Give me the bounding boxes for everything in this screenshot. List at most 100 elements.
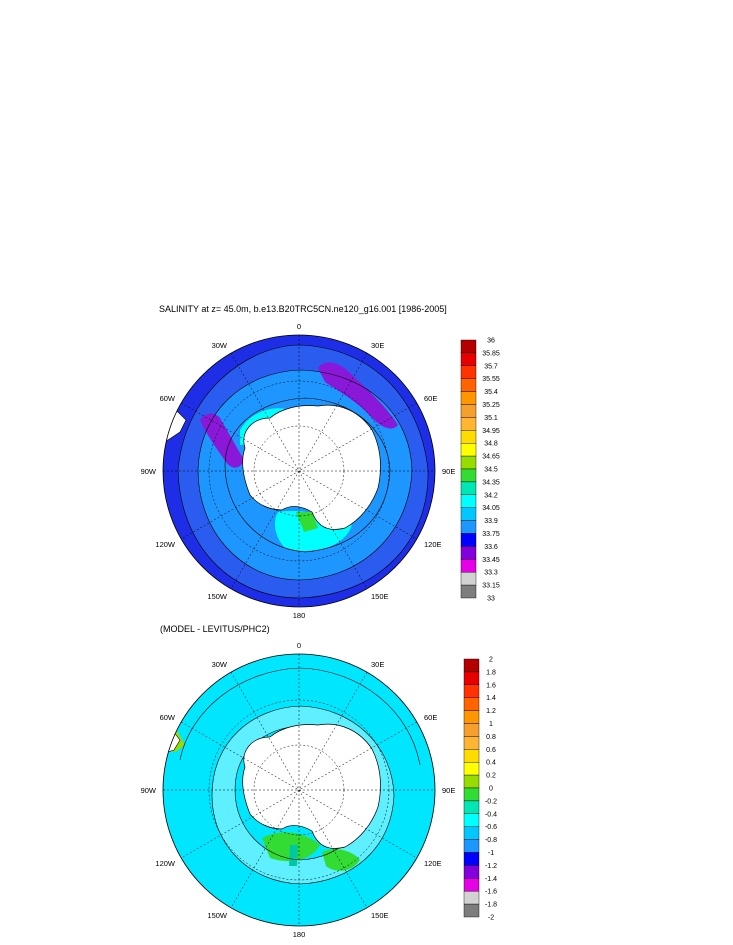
salinity-colorbar-swatch xyxy=(460,584,477,599)
salinity-colorbar-label: 34.95 xyxy=(482,428,500,435)
difference-colorbar-swatch xyxy=(463,787,480,802)
salinity-antarctica-land xyxy=(242,404,381,530)
salinity-colorbar-swatch xyxy=(460,443,477,457)
difference-colorbar-swatch xyxy=(463,839,480,853)
difference-colorbar-label: 0.8 xyxy=(486,734,496,741)
salinity-lon-label-180: 180 xyxy=(293,611,306,620)
salinity-colorbar-label: 34.2 xyxy=(484,492,498,499)
difference-lon-label-120e: 120E xyxy=(424,859,442,868)
salinity-colorbar-swatch xyxy=(460,378,477,392)
salinity-colorbar-label: 35.7 xyxy=(484,363,498,370)
salinity-lon-label-0: 0 xyxy=(297,322,301,331)
difference-lon-label-60w: 60W xyxy=(160,713,176,722)
salinity-lon-label-120w: 120W xyxy=(155,540,176,549)
salinity-colorbar-label: 33.45 xyxy=(482,557,500,564)
difference-colorbar-label: 1.4 xyxy=(486,695,496,702)
salinity-colorbar-swatch xyxy=(460,559,477,573)
salinity-colorbar-label: 35.85 xyxy=(482,350,500,357)
difference-colorbar-label: -2 xyxy=(488,915,494,922)
salinity-colorbar-swatch xyxy=(460,455,477,470)
difference-lon-label-0: 0 xyxy=(297,641,301,650)
salinity-colorbar-label: 33.75 xyxy=(482,531,500,538)
difference-colorbar-label: -1.4 xyxy=(485,876,497,883)
salinity-colorbar-label: 33.9 xyxy=(484,518,498,525)
difference-colorbar-swatch xyxy=(463,878,480,892)
difference-colorbar-swatch xyxy=(463,736,480,750)
difference-colorbar-swatch xyxy=(463,774,480,789)
difference-antarctica-land xyxy=(242,723,381,849)
difference-colorbar-swatch xyxy=(463,852,480,866)
salinity-lon-label-30e: 30E xyxy=(371,341,384,350)
salinity-low-band-east xyxy=(318,362,398,429)
main-map-title: SALINITY at z= 45.0m, b.e13.B20TRC5CN.ne… xyxy=(159,304,447,314)
salinity-colorbar-label: 33.3 xyxy=(484,570,498,577)
salinity-colorbar-swatch xyxy=(460,572,477,586)
salinity-colorbar-swatch xyxy=(460,339,477,354)
difference-colorbar-label: -0.2 xyxy=(485,798,497,805)
difference-colorbar-label: -1 xyxy=(488,850,494,857)
difference-colorbar-label: -0.8 xyxy=(485,837,497,844)
salinity-colorbar-label: 35.4 xyxy=(484,389,498,396)
difference-lon-label-30w: 30W xyxy=(212,660,228,669)
difference-ross-core xyxy=(289,845,298,866)
salinity-colorbar-swatch xyxy=(460,417,477,431)
salinity-colorbar-label: 36 xyxy=(487,338,495,345)
difference-colorbar-swatch xyxy=(463,684,480,698)
difference-colorbar-label: -0.6 xyxy=(485,824,497,831)
difference-colorbar-swatch xyxy=(463,710,480,724)
salinity-colorbar-label: 33 xyxy=(487,596,495,603)
difference-colorbar-label: 0 xyxy=(489,786,493,793)
difference-lon-label-90e: 90E xyxy=(442,786,455,795)
difference-positive-patch-east xyxy=(322,849,360,871)
difference-lon-label-60e: 60E xyxy=(424,713,437,722)
difference-colorbar-swatch xyxy=(463,671,480,686)
salinity-colorbar-swatch xyxy=(460,391,477,405)
difference-lon-label-180: 180 xyxy=(293,930,306,939)
salinity-lon-label-60w: 60W xyxy=(160,394,176,403)
difference-colorbar-label: 0.6 xyxy=(486,747,496,754)
salinity-colorbar-label: 34.65 xyxy=(482,454,500,461)
difference-colorbar-swatch xyxy=(463,749,480,763)
salinity-graticule xyxy=(163,335,435,607)
difference-polar-map: 0 30E 60E 90E 120E 150E 180 150W 120W 90… xyxy=(141,641,456,939)
salinity-colorbar-swatch xyxy=(460,494,477,508)
salinity-colorbar-label: 35.1 xyxy=(484,415,498,422)
difference-colorbar-label: 0.2 xyxy=(486,773,496,780)
difference-colorbar-swatch xyxy=(463,658,480,673)
difference-colorbar-label: -0.4 xyxy=(485,811,497,818)
difference-lon-label-30e: 30E xyxy=(371,660,384,669)
salinity-colorbar-label: 35.25 xyxy=(482,402,500,409)
salinity-map-border xyxy=(162,334,436,608)
difference-colorbar-label: 2 xyxy=(489,657,493,664)
salinity-lon-label-60e: 60E xyxy=(424,394,437,403)
salinity-colorbar-swatch xyxy=(460,468,477,483)
difference-colorbar-swatch xyxy=(463,723,480,737)
salinity-colorbar-swatch xyxy=(460,546,477,560)
salinity-colorbar-label: 34.35 xyxy=(482,479,500,486)
difference-colorbar-label: 1.8 xyxy=(486,669,496,676)
difference-colorbar-label: -1.8 xyxy=(485,902,497,909)
salinity-lon-label-150w: 150W xyxy=(207,592,228,601)
salinity-colorbar-swatch xyxy=(460,404,477,418)
difference-colorbar-swatch xyxy=(463,826,480,840)
difference-colorbar-swatch xyxy=(463,762,480,776)
salinity-colorbar-swatch xyxy=(460,520,477,534)
salinity-colorbar-label: 33.6 xyxy=(484,544,498,551)
difference-graticule xyxy=(163,654,435,926)
salinity-colorbar-swatch xyxy=(460,430,477,444)
difference-lon-label-90w: 90W xyxy=(141,786,157,795)
salinity-lon-label-150e: 150E xyxy=(371,592,389,601)
difference-colorbar-label: 1 xyxy=(489,721,493,728)
difference-colorbar-swatch xyxy=(463,813,480,827)
salinity-colorbar-label: 34.05 xyxy=(482,505,500,512)
salinity-colorbar-label: 34.5 xyxy=(484,467,498,474)
salinity-lon-label-90w: 90W xyxy=(141,467,157,476)
difference-colorbar-swatch xyxy=(463,903,480,918)
difference-colorbar-label: 1.6 xyxy=(486,682,496,689)
difference-colorbar-swatch xyxy=(463,800,480,815)
difference-lon-label-150e: 150E xyxy=(371,911,389,920)
salinity-colorbar-label: 35.55 xyxy=(482,376,500,383)
salinity-lon-label-120e: 120E xyxy=(424,540,442,549)
salinity-low-band-west xyxy=(200,413,244,468)
